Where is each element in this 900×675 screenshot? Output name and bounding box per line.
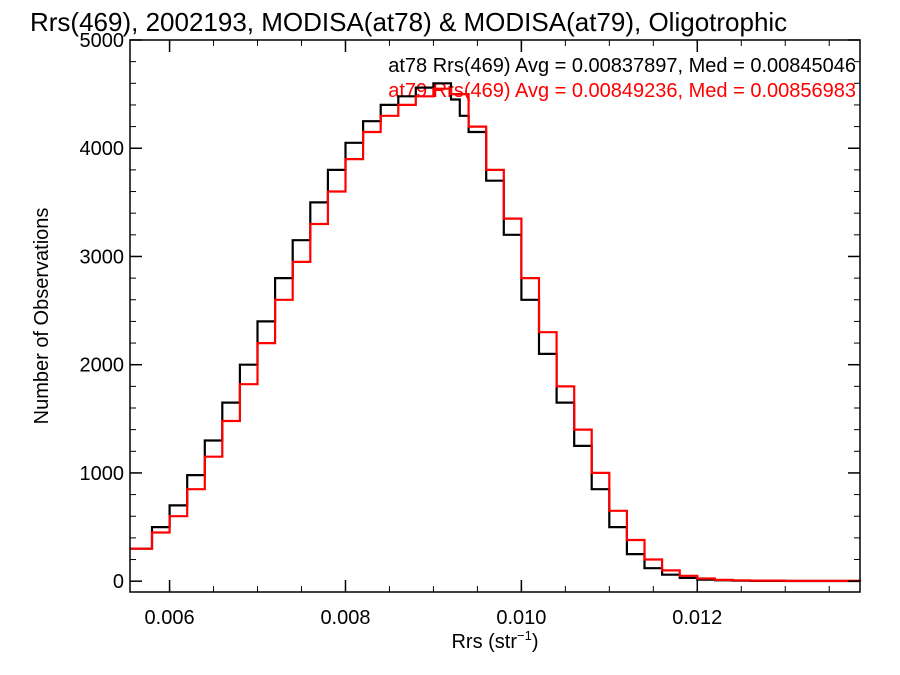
chart-title: Rrs(469), 2002193, MODISA(at78) & MODISA… <box>30 7 787 37</box>
y-tick-label: 4000 <box>80 138 125 160</box>
plot-frame <box>129 39 861 593</box>
y-tick-label: 0 <box>113 571 124 593</box>
y-axis-label: Number of Observations <box>31 208 53 425</box>
x-axis-label-end: ) <box>532 631 539 653</box>
x-tick-label: 0.008 <box>320 607 370 629</box>
y-tick-label: 1000 <box>80 463 125 485</box>
ticks-layer: 0.006 0.008 0.010 0.012 0 1000 2000 3000 4000 500… <box>80 30 860 629</box>
y-tick-label: 5000 <box>80 30 125 52</box>
x-tick-label: 0.012 <box>672 607 722 629</box>
x-axis-label: Rrs (str−1) <box>451 628 538 653</box>
y-tick-label: 3000 <box>80 246 125 268</box>
annotation-at79: at79 Rrs(469) Avg = 0.00849236, Med = 0.… <box>388 80 856 102</box>
x-tick-label: 0.006 <box>145 607 195 629</box>
series-0-line <box>130 82 862 583</box>
series-1-line <box>130 87 862 582</box>
x-tick-label: 0.010 <box>496 607 546 629</box>
x-axis-label-sup: −1 <box>517 628 532 643</box>
y-tick-label: 2000 <box>80 355 125 377</box>
series-layer <box>130 82 862 583</box>
annotation-at78: at78 Rrs(469) Avg = 0.00837897, Med = 0.… <box>388 55 856 77</box>
x-axis-label-main: Rrs (str <box>451 631 517 653</box>
